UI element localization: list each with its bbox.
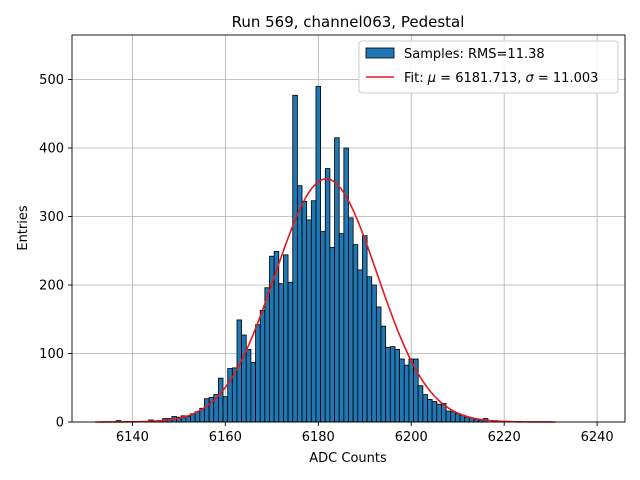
histogram-bar: [310, 200, 317, 423]
histogram-bar: [422, 394, 428, 423]
histogram-bar: [431, 401, 438, 423]
histogram-bar: [301, 201, 308, 423]
legend-fit-sigma-symbol: σ: [526, 71, 535, 86]
y-tick-label-3: 300: [39, 210, 64, 225]
histogram-bar: [329, 246, 335, 423]
x-tick-label-2: 6180: [302, 430, 335, 445]
x-axis-ticks: 6140 6160 6180 6200 6220 6240: [116, 422, 614, 445]
y-tick-label-0: 0: [56, 416, 64, 431]
histogram-bar: [334, 137, 340, 423]
histogram-bar: [264, 287, 270, 423]
histogram-bar: [366, 276, 373, 423]
histogram-bars: [115, 85, 507, 423]
x-axis-label: ADC Counts: [309, 451, 387, 466]
gaussian-fit-curve: [95, 178, 556, 423]
x-tick-label-5: 6240: [581, 430, 614, 445]
histogram-bar: [185, 416, 191, 423]
histogram-bar: [385, 346, 391, 423]
histogram-bar: [227, 368, 233, 423]
legend-fit-prefix: Fit:: [404, 71, 428, 86]
histogram-bar: [371, 284, 377, 423]
y-axis-ticks: 0 100 200 300 400 500: [39, 73, 72, 431]
y-tick-label-1: 100: [39, 347, 64, 362]
x-tick-label-4: 6220: [488, 430, 521, 445]
histogram-bar: [394, 348, 401, 423]
legend-fit-sigma-value: = 11.003: [534, 71, 599, 86]
histogram-bar: [315, 85, 322, 423]
histogram-bar: [217, 377, 224, 423]
chart-title: Run 569, channel063, Pedestal: [232, 13, 465, 31]
histogram-bar: [292, 94, 298, 423]
histogram-bar: [222, 396, 229, 423]
histogram-bar: [417, 385, 424, 423]
histogram-bar: [403, 364, 410, 423]
histogram-bar: [245, 348, 252, 423]
histogram-bar: [343, 147, 349, 423]
histogram-bar: [454, 413, 461, 423]
histogram-bar: [408, 358, 414, 423]
x-tick-label-3: 6200: [395, 430, 428, 445]
histogram-bar: [357, 269, 363, 423]
plot-frame: [71, 34, 626, 423]
histogram-bar: [306, 219, 312, 423]
histogram-bar: [204, 398, 210, 423]
histogram-bar: [283, 254, 289, 423]
y-axis-label: Entries: [16, 205, 31, 251]
legend-fit-mu-value: = 6181.713,: [436, 71, 525, 86]
histogram-bar: [399, 358, 405, 423]
histogram-bar: [445, 410, 452, 423]
histogram-bar: [278, 283, 284, 423]
histogram-bar: [362, 235, 368, 423]
legend: Samples: RMS=11.38 Fit: μ = 6181.713, σ …: [358, 40, 619, 94]
legend-samples-swatch: [365, 47, 395, 59]
histogram-bar: [380, 325, 387, 423]
histogram-bar: [375, 306, 382, 423]
legend-box: [358, 40, 619, 94]
histogram-bar: [255, 324, 261, 423]
histogram-bar: [241, 334, 247, 423]
x-tick-label-0: 6140: [116, 430, 149, 445]
histogram-bar: [389, 346, 396, 423]
histogram-bar: [464, 416, 470, 423]
histogram-bar: [436, 403, 442, 423]
histogram-bar: [259, 309, 266, 423]
histogram-bar: [296, 185, 303, 423]
y-tick-label-2: 200: [39, 279, 64, 294]
legend-fit-label: Fit: μ = 6181.713, σ = 11.003: [404, 71, 598, 86]
histogram-bar: [250, 362, 256, 423]
x-tick-label-1: 6160: [209, 430, 242, 445]
histogram-bar: [287, 281, 294, 423]
histogram-bar: [450, 411, 456, 423]
legend-fit-mu-symbol: μ: [427, 71, 436, 86]
histogram-bar: [352, 244, 359, 423]
histogram-bar: [324, 168, 331, 423]
histogram-bar: [348, 217, 354, 423]
legend-samples-label: Samples: RMS=11.38: [404, 47, 545, 62]
histogram-bar: [320, 231, 326, 423]
histogram-bar: [427, 398, 433, 423]
y-tick-label-4: 400: [39, 142, 64, 157]
y-tick-label-5: 500: [39, 73, 64, 88]
histogram-bar: [338, 233, 345, 423]
histogram-bar: [236, 319, 243, 423]
